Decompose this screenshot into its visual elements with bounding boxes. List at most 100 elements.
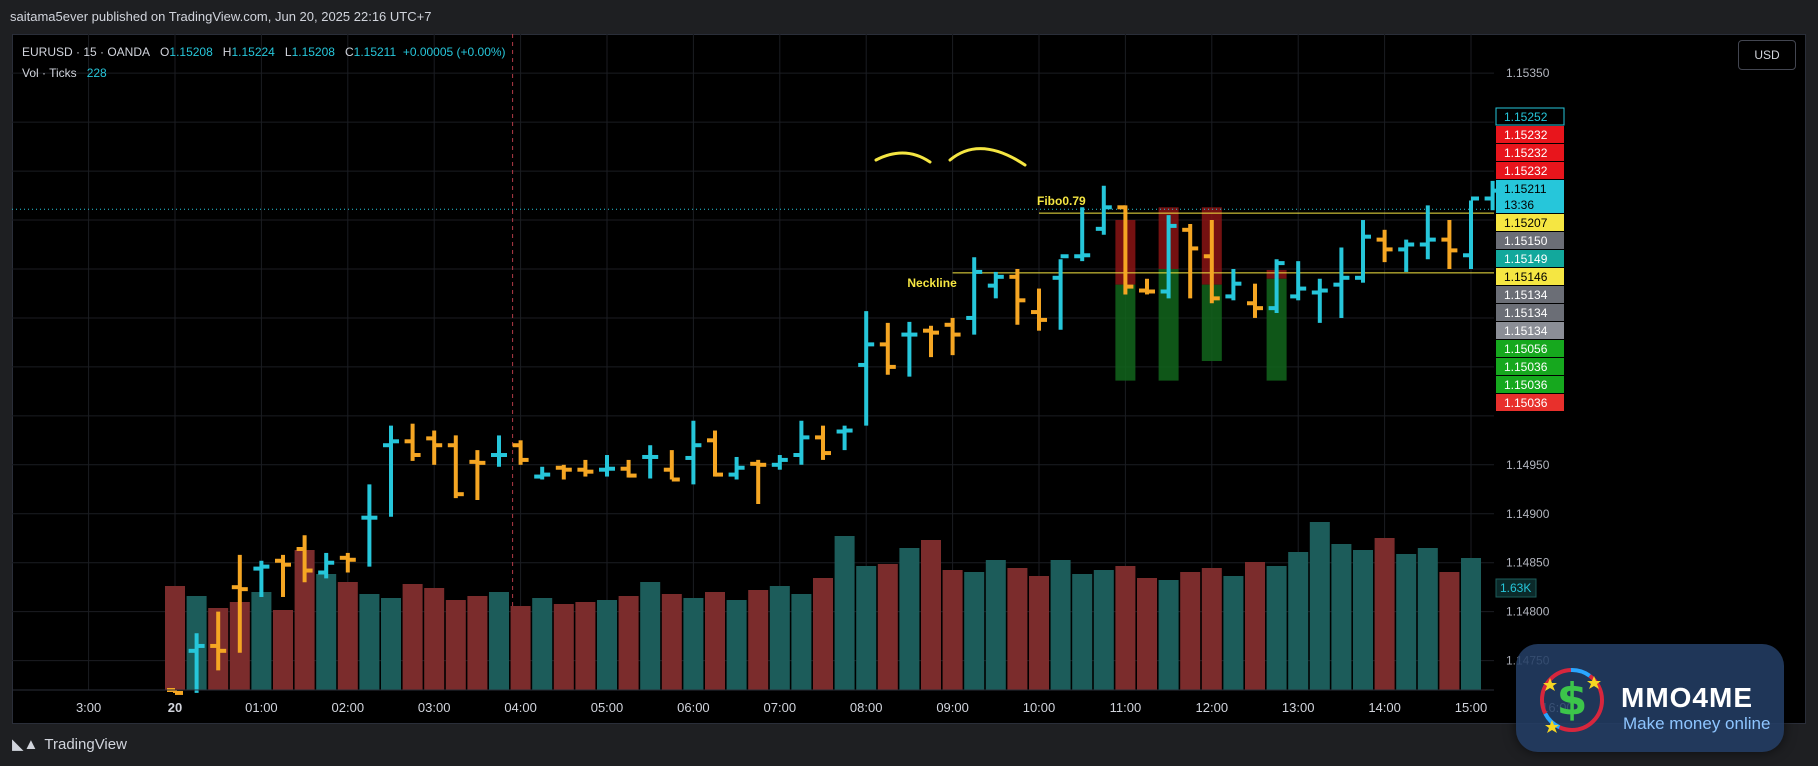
volume-bar	[273, 610, 293, 690]
volume-bar	[856, 566, 877, 690]
ohlc-bar	[1031, 288, 1047, 331]
price-label-stack: 1.15252 1.15232 1.15232 1.15232 1.15211 13:36…	[1495, 107, 1565, 411]
ohlc-bar	[1225, 268, 1242, 301]
mmo4me-watermark: $ MMO4ME Make money online	[1516, 644, 1784, 752]
price-tag	[1496, 394, 1564, 411]
price-tag	[1496, 340, 1564, 357]
x-tick-label: 08:00	[850, 700, 883, 715]
volume-label[interactable]: Vol · Ticks	[22, 66, 77, 80]
ohlc-bar	[1009, 268, 1026, 325]
ohlc-bar	[1355, 220, 1371, 283]
ohlc-bar	[404, 423, 421, 461]
price-tag-value: 1.15207	[1504, 216, 1548, 230]
volume-bar	[1115, 566, 1136, 690]
ohlc-bar	[836, 425, 853, 451]
freehand-curve-left	[874, 151, 932, 164]
ohlc-bar	[1268, 259, 1285, 314]
footer-bar: ◣▲ TradingView	[0, 724, 1818, 766]
ohlc-bar	[1463, 196, 1479, 269]
volume-bar	[1309, 522, 1330, 690]
price-tag	[1496, 250, 1564, 267]
x-tick-label: 07:00	[764, 700, 797, 715]
y-tick-label: 1.15350	[1506, 66, 1550, 80]
volume-bar	[1245, 562, 1265, 690]
ohlc-bar	[469, 450, 486, 501]
ohlc-bar	[685, 420, 702, 485]
price-tag	[1496, 322, 1564, 339]
volume-bar	[1288, 552, 1309, 690]
volume-bar	[1180, 572, 1201, 690]
tradingview-mark-icon: ◣▲	[12, 736, 39, 753]
annotation-label: Neckline	[907, 276, 957, 290]
volume-bar	[877, 564, 898, 690]
currency-button[interactable]: USD	[1738, 40, 1796, 70]
price-tag-value: 1.15056	[1504, 342, 1548, 356]
ohlc-bar	[1311, 278, 1328, 323]
close-value: 1.15211	[353, 45, 397, 59]
volume-bar	[575, 602, 596, 690]
price-tag-value: 1.15036	[1504, 396, 1548, 410]
symbol-label[interactable]: EURUSD · 15 · OANDA	[22, 45, 151, 59]
publish-bar: saitama5ever published on TradingView.co…	[0, 0, 1818, 34]
volume-bar	[1331, 544, 1352, 690]
ohlc-bar	[1398, 239, 1415, 272]
x-tick-label: 3:00	[76, 700, 101, 715]
tradingview-logo[interactable]: ◣▲ TradingView	[12, 735, 127, 754]
ohlc-bar	[858, 311, 875, 426]
price-tag	[1496, 126, 1564, 143]
volume-bar	[1029, 576, 1049, 690]
volume-bar	[359, 594, 380, 690]
ohlc-bar	[1441, 220, 1458, 269]
volume-bar	[402, 584, 423, 690]
ohlc-bar	[663, 450, 680, 482]
ohlc-bar	[815, 425, 831, 460]
volume-bar	[1007, 568, 1028, 690]
ohlc-bar	[1182, 223, 1199, 299]
price-tag-value: 1.15211	[1504, 182, 1547, 196]
annotation-label: Fibo0.79	[1037, 194, 1086, 208]
ohlc-bar	[879, 322, 896, 375]
open-label: O	[160, 45, 170, 59]
volume-layer	[165, 522, 1481, 690]
chart-legend: EURUSD · 15 · OANDA O1.15208 H1.15224 L1…	[22, 42, 506, 84]
x-axis: 3:00 20 01:00 02:00 03:00 04:00 05:00 06:00 07:0…	[12, 689, 1574, 715]
ohlc-bar	[339, 552, 356, 573]
volume-bar	[1158, 580, 1179, 690]
volume-bar	[510, 606, 531, 690]
volume-bar	[705, 592, 725, 690]
tradingview-brand: TradingView	[44, 735, 127, 753]
ohlc-bar	[1419, 205, 1436, 260]
ohlc-bar	[966, 257, 983, 335]
ohlc-bar	[512, 440, 529, 465]
price-tag-value: 1.15036	[1504, 378, 1548, 392]
x-tick-label: 05:00	[591, 700, 624, 715]
ohlc-layer	[167, 180, 1501, 695]
ohlc-bar	[188, 633, 205, 693]
close-label: C	[344, 45, 354, 59]
price-tag	[1496, 180, 1564, 213]
ohlc-bar	[361, 484, 378, 567]
x-tick-label: 10:00	[1023, 700, 1056, 715]
price-tag-value: 1.15150	[1504, 234, 1548, 248]
volume-bar	[1050, 560, 1071, 690]
ohlc-bar	[750, 459, 767, 504]
ohlc-bar	[1203, 220, 1220, 304]
ohlc-bar	[1376, 229, 1393, 263]
price-tag	[1496, 162, 1564, 179]
volume-bar	[1093, 570, 1114, 690]
ohlc-bar	[383, 425, 399, 517]
volume-bar	[640, 582, 661, 690]
volume-bar	[791, 594, 812, 690]
dollar-coin-icon: $	[1540, 668, 1604, 733]
annotation-layer: Fibo0.79 Neckline	[907, 194, 1494, 290]
ohlc-bar	[491, 435, 507, 467]
volume-bar	[251, 592, 272, 690]
volume-bar	[1137, 578, 1157, 690]
ohlc-bar	[447, 435, 464, 499]
y-tick-label: 1.14800	[1506, 605, 1550, 619]
price-tag	[1496, 304, 1564, 321]
price-tag-value: 1.15134	[1504, 324, 1548, 338]
volume-bar	[618, 596, 639, 690]
price-tag-value: 1.15149	[1504, 252, 1548, 266]
